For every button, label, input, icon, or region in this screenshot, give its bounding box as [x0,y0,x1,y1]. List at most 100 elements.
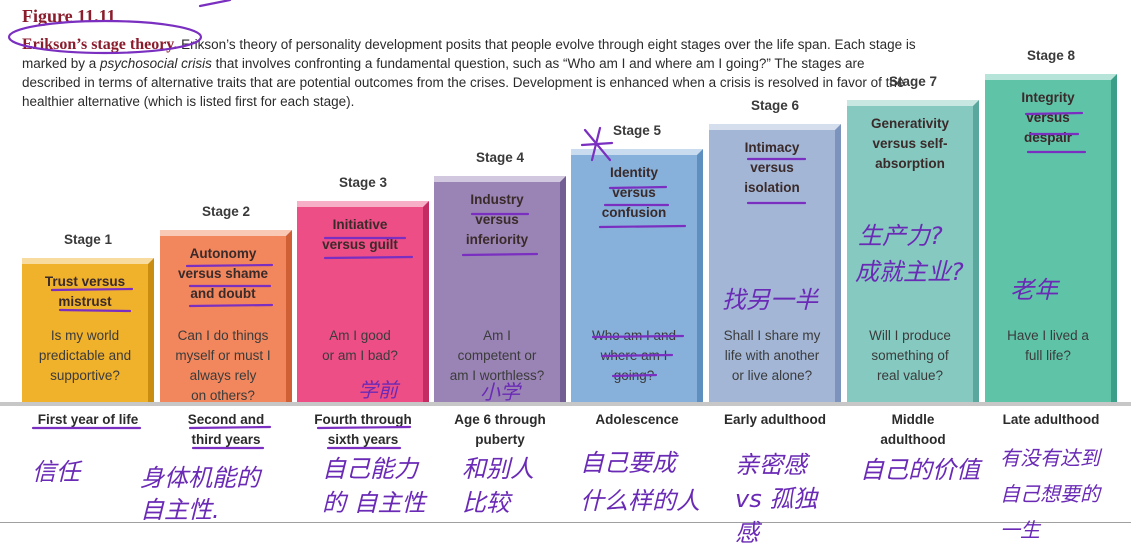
note-s7: 自己的价值 [860,456,980,484]
note-s3-above: 学前 [358,378,398,402]
stage-5-age: Adolescence [572,410,702,430]
stage-6-block: Intimacy versus isolation Shall I share my l… [709,124,841,402]
stage-3-question: Am I good or am I bad? [301,326,419,366]
stage-5-question: Who am I and where am I going? [575,326,693,386]
note-s2: 身体机能的 自主性. [140,464,260,524]
stage-5-question-line: where am I [600,348,668,363]
stage-8-question-line: full life? [1025,348,1071,363]
stage-4-crisis-line: Industry [470,192,524,207]
stage-6-question-line: Shall I share my [723,328,821,343]
stage-7-crisis-line: absorption [875,156,945,171]
stage-4-question-line: am I worthless? [449,368,545,383]
note-s8: 有没有达到 自己想要的 一生 [1000,446,1100,542]
stage-2-question-line: always rely [189,368,257,383]
top-stroke [198,0,232,8]
stage-3-question-line: or am I bad? [322,348,398,363]
stage-3-age-line: sixth years [327,432,399,447]
note-s4-above: 小学 [480,380,520,404]
stage-8-question: Have I lived a full life? [989,326,1107,366]
note-s5: 自己要成 什么样的人 [580,449,700,515]
stage-8-crisis-line: despair [1023,130,1073,145]
stage-8-label: Stage 8 [1026,48,1076,63]
stage-2-crisis-line: and doubt [190,286,256,301]
stage-2-label: Stage 2 [201,204,251,219]
stage-6-question: Shall I share my life with another or live… [713,326,831,386]
stage-8-crisis: Integrity versus despair [985,88,1111,148]
stage-5-age-line: Adolescence [595,412,679,427]
figure-caption: Erikson’s stage theory. Erikson’s theory… [22,35,922,111]
note-s6: 亲密感 vs 孤独感 [735,451,818,547]
stage-3-crisis-line: versus guilt [322,237,398,252]
stage-1-question-line: Is my world [50,328,120,343]
stage-3-crisis-line: Initiative [332,217,388,232]
stage-8-age: Late adulthood [986,410,1116,430]
stage-5-label: Stage 5 [612,123,662,138]
stage-4-question-line: Am I [483,328,511,343]
stage-8-question-line: Have I lived a [1007,328,1089,343]
stage-6-crisis: Intimacy versus isolation [709,138,835,198]
stage-3-label: Stage 3 [338,175,388,190]
baseline [0,402,1131,406]
stage-2-age-line: third years [191,432,261,447]
stage-1-crisis-line: mistrust [58,294,112,309]
stage-5-crisis-line: confusion [601,205,667,220]
stage-2-question-line: myself or must I [175,348,271,363]
stage-5-crisis-line: versus [612,185,656,200]
stage-7-age-line: adulthood [880,432,946,447]
stage-5-block: Identity versus confusion Who am I and where… [571,149,703,402]
stage-2-crisis-line: versus shame [177,266,269,281]
stage-6-crisis-line: Intimacy [744,140,800,155]
stage-1-age-line: First year of life [37,412,139,427]
stage-1-crisis: Trust versus mistrust [22,272,148,312]
stage-1-age: First year of life [23,410,153,430]
stage-8-crisis-line: Integrity [1021,90,1075,105]
stage-6-label: Stage 6 [750,98,800,113]
stage-4-age: Age 6 through puberty [435,410,565,450]
stage-8-crisis-line: versus [1026,110,1070,125]
stage-3-age-line: Fourth through [314,412,412,427]
stage-7-crisis-line: Generativity [870,116,950,131]
note-s6-block: 找另一半 [722,286,818,314]
stage-1-crisis-line: Trust versus [44,274,126,289]
note-s7-block-1: 生产力? [858,222,943,250]
stage-7-block: Generativity versus self-absorption Will I… [847,100,979,402]
stage-8-block: Integrity versus despair Have I lived a full… [985,74,1117,402]
stage-6-age: Early adulthood [710,410,840,430]
stage-4-crisis-line: inferiority [465,232,529,247]
stage-2-question-line: Can I do things [177,328,269,343]
stage-1-label: Stage 1 [63,232,113,247]
stage-1-question: Is my world predictable and supportive? [26,326,144,386]
figure-number: Figure 11.11 [22,6,116,26]
stage-6-age-line: Early adulthood [723,412,826,427]
stage-2-age: Second and third years [161,410,291,450]
stage-4-label: Stage 4 [475,150,525,165]
stage-1-question-line: predictable and [38,348,132,363]
note-s7-block-2: 成就主业? [855,258,964,286]
caption-text-2: that involves confronting a fundamental … [22,56,905,109]
caption-italic: psychosocial crisis [100,56,212,71]
stage-4-crisis-line: versus [475,212,519,227]
stage-2-block: Autonomy versus shame and doubt Can I do th… [160,230,292,403]
stage-2-crisis: Autonomy versus shame and doubt [160,244,286,304]
stage-7-question-line: something of [871,348,949,363]
stage-3-block: Initiative versus guilt Am I good or am I b… [297,201,429,402]
stage-3-question-line: Am I good [329,328,391,343]
caption-lead: Erikson’s stage theory. [22,36,178,53]
stage-7-question: Will I produce something of real value? [851,326,969,386]
note-s3: 自己能力的 自主性 [322,455,426,517]
caption-text-1: Erikson’s theory of personality developm… [22,37,916,71]
stage-8-age-line: Late adulthood [1002,412,1100,427]
stage-4-age-line: puberty [475,432,525,447]
stage-6-question-line: life with another [724,348,820,363]
stage-7-question-line: real value? [876,368,944,383]
note-s1: 信任 [32,458,80,486]
note-s8-block: 老年 [1010,276,1058,304]
stage-6-crisis-line: isolation [744,180,800,195]
stage-7-age-line: Middle [891,412,935,427]
stage-2-question: Can I do things myself or must I always re… [164,326,282,406]
stage-3-age: Fourth through sixth years [298,410,428,450]
stage-3-crisis: Initiative versus guilt [297,215,423,255]
stage-5-question-line: Who am I and [591,328,677,343]
stage-4-question: Am I competent or am I worthless? [438,326,556,386]
stage-4-crisis: Industry versus inferiority [434,190,560,250]
